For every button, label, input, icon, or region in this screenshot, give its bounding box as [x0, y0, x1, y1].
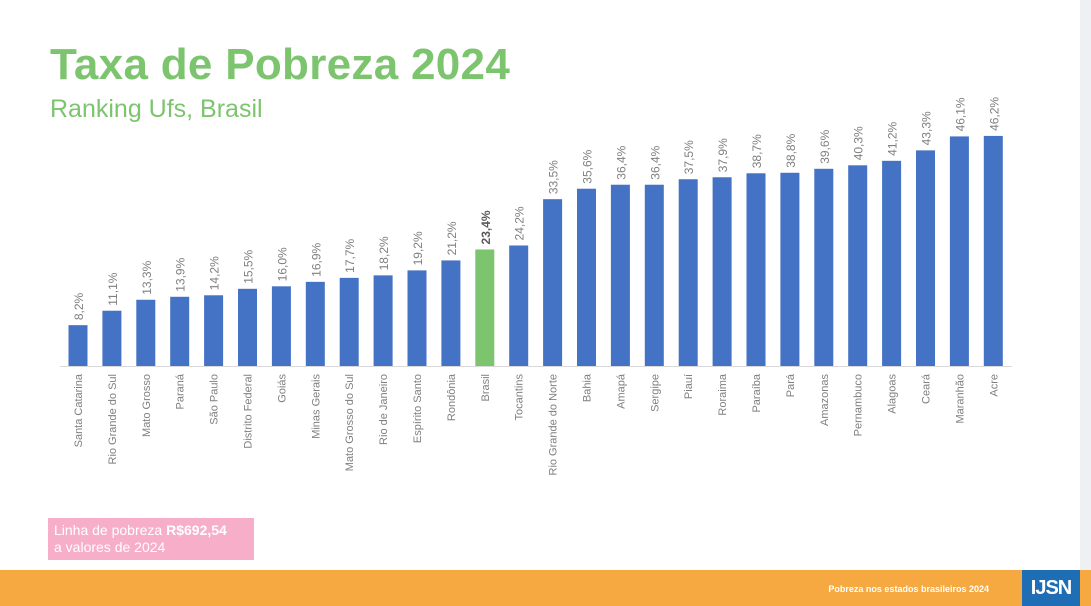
bar — [475, 249, 495, 366]
data-label: 46,1% — [953, 97, 967, 131]
data-label: 21,2% — [445, 221, 459, 255]
category-label: Amapá — [615, 373, 627, 409]
category-label: Ceará — [921, 373, 933, 404]
bar — [848, 165, 868, 366]
bar — [407, 270, 427, 366]
bar — [916, 150, 935, 366]
footer: Pobreza nos estados brasileiros 2024 IJS… — [0, 570, 1091, 606]
data-label: 18,2% — [377, 236, 391, 270]
data-label: 37,9% — [716, 138, 730, 172]
data-label: 35,6% — [581, 149, 595, 183]
data-label: 33,5% — [547, 160, 561, 194]
category-label: Mato Grosso do Sul — [344, 374, 356, 471]
bar — [305, 281, 325, 366]
footer-text: Pobreza nos estados brasileiros 2024 — [828, 584, 989, 594]
data-label: 36,4% — [648, 145, 662, 179]
category-label: Rio Grande do Norte — [548, 374, 560, 476]
bar — [339, 277, 359, 366]
category-label: Distrito Federal — [243, 374, 255, 449]
data-label: 24,2% — [513, 206, 527, 240]
bar-chart: 8,2% Santa Catarina 11,1% Rio Grande do Sul… — [60, 97, 1012, 476]
category-label: Paraná — [175, 373, 187, 409]
data-label: 16,0% — [275, 247, 289, 281]
category-label: Minas Gerais — [310, 374, 322, 439]
data-label: 43,3% — [920, 111, 934, 145]
data-label: 39,6% — [818, 129, 832, 163]
category-label: Piauí — [683, 374, 695, 399]
bar — [577, 188, 596, 366]
category-label: Pernambuco — [853, 374, 865, 436]
bar — [746, 173, 766, 366]
category-label: Acre — [988, 374, 1000, 397]
data-label: 14,2% — [208, 256, 222, 290]
page-subtitle: Ranking Ufs, Brasil — [50, 95, 263, 123]
bar — [678, 179, 698, 366]
data-label: 15,5% — [242, 249, 256, 283]
bar — [983, 135, 1003, 366]
data-label: 40,3% — [852, 126, 866, 160]
page-title: Taxa de Pobreza 2024 — [50, 40, 511, 89]
note-line2: a valores de 2024 — [54, 539, 166, 555]
data-label: 23,4% — [479, 210, 493, 244]
data-label: 36,4% — [614, 145, 628, 179]
bar — [949, 136, 969, 366]
category-label: São Paulo — [209, 374, 221, 425]
data-label: 19,2% — [411, 231, 425, 265]
bar — [644, 184, 664, 366]
data-label: 13,3% — [140, 260, 154, 294]
category-label: Paraíba — [751, 373, 763, 412]
note-value: R$692,54 — [166, 522, 227, 538]
category-label: Alagoas — [887, 374, 899, 414]
ijsn-logo: IJSN — [1022, 570, 1080, 606]
bar — [68, 325, 88, 366]
bar — [373, 275, 393, 366]
category-label: Rio de Janeiro — [378, 374, 390, 445]
category-label: Brasil — [480, 374, 492, 402]
bar — [712, 177, 732, 366]
data-label: 37,5% — [682, 140, 696, 174]
bar — [610, 184, 630, 366]
category-label: Santa Catarina — [73, 373, 85, 447]
category-label: Mato Grosso — [141, 374, 153, 437]
category-label: Espírito Santo — [412, 374, 424, 443]
category-label: Sergipe — [649, 374, 661, 412]
bar — [882, 160, 902, 366]
bar — [170, 296, 190, 366]
data-label: 38,8% — [784, 133, 798, 167]
bar — [102, 310, 122, 366]
category-label: Rondônia — [446, 373, 458, 421]
category-label: Rio Grande do Sul — [107, 374, 119, 465]
data-label: 13,9% — [174, 257, 188, 291]
category-label: Tocantins — [514, 374, 526, 421]
poverty-line-note: Linha de pobreza R$692,54 a valores de 2… — [48, 518, 254, 560]
bar — [543, 199, 563, 366]
note-prefix: Linha de pobreza — [54, 522, 167, 538]
data-label: 11,1% — [106, 272, 120, 305]
data-label: 41,2% — [886, 121, 900, 155]
bar — [780, 172, 800, 366]
bar — [238, 288, 257, 366]
category-label: Bahia — [582, 373, 594, 402]
category-label: Roraima — [717, 373, 729, 415]
bar — [136, 299, 156, 366]
bar — [441, 260, 461, 366]
right-edge — [1080, 0, 1091, 570]
category-label: Maranhão — [954, 374, 966, 424]
category-label: Amazonas — [819, 374, 831, 426]
bar — [271, 286, 291, 366]
data-label: 17,7% — [343, 238, 357, 272]
data-label: 8,2% — [72, 292, 86, 320]
bar — [204, 295, 224, 366]
category-label: Pará — [785, 373, 797, 397]
data-label: 38,7% — [750, 134, 764, 168]
data-label: 46,2% — [987, 97, 1001, 131]
data-label: 16,9% — [309, 242, 323, 276]
bar — [509, 245, 529, 366]
bar — [814, 168, 834, 366]
category-label: Goiás — [276, 374, 288, 403]
